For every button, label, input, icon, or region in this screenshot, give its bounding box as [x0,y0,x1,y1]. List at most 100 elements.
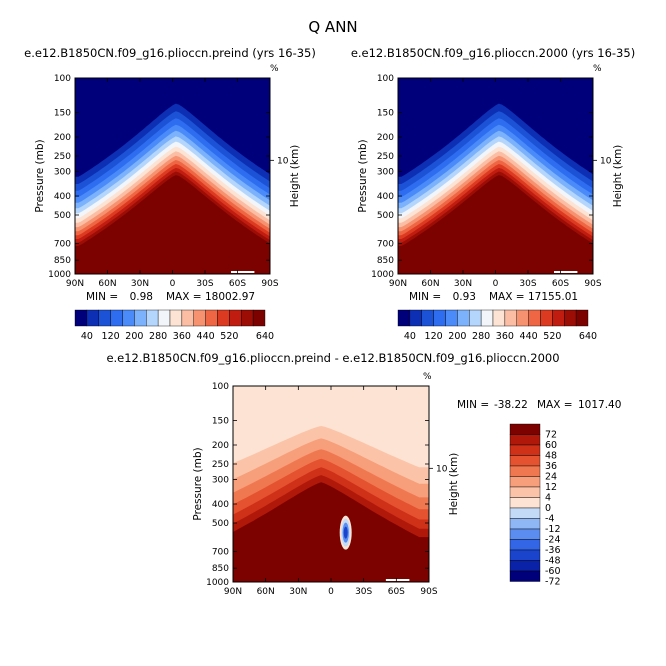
colorbar-label: 440 [520,331,538,342]
colorbar-label: -36 [545,545,561,556]
top-right-mark: % [270,64,279,74]
y-tick-label: 300 [377,168,394,178]
colorbar-swatch [146,309,159,327]
contour-band [398,175,593,274]
colorbar-label: 12 [545,482,557,493]
colorbar-swatch [181,309,194,327]
colorbar-swatch [193,309,206,327]
x-tick-label: 60S [388,587,405,597]
x-tick-label: 90N [66,279,84,289]
colorbar-label: 200 [125,331,143,342]
colorbar-swatch [509,528,541,540]
max-value: 17155.01 [528,291,578,303]
min-value: -38.22 [494,399,528,411]
colorbar-label: 280 [472,331,490,342]
x-tick-label: 0 [493,279,499,289]
y-tick-label: 700 [212,548,229,558]
colorbar-swatch [509,476,541,488]
colorbar-swatch [509,497,541,509]
y-tick-label: 300 [54,168,71,178]
colorbar-label: 520 [220,331,238,342]
colorbar-label: 72 [545,430,557,441]
y-tick-label: 400 [54,192,71,202]
y-tick-label: 400 [212,500,229,510]
colorbar-swatch [509,455,541,467]
colorbar-label: 520 [543,331,561,342]
colorbar-swatch [409,309,422,327]
colorbar-swatch [575,309,589,327]
y-tick-label: 700 [377,240,394,250]
y-tick-label: 150 [377,109,394,119]
colorbar-swatch [552,309,565,327]
x-tick-label: 30S [519,279,536,289]
colorbar-swatch [122,309,135,327]
contour-band [75,175,270,274]
panel-title: e.e12.B1850CN.f09_g16.plioccn.preind - e… [106,351,559,365]
colorbar-label: 40 [404,331,416,342]
colorbar-swatch [480,309,494,327]
colorbar-swatch [98,309,111,327]
y-tick-label: 400 [377,192,394,202]
x-tick-label: 60N [98,279,116,289]
y-tick-label: 100 [212,382,229,392]
colorbar-swatch [252,309,266,327]
top-right-mark: % [593,64,602,74]
colorbar: 40 120 200 280 360 440 520 640 [397,309,597,342]
x-tick-label: 30S [355,587,372,597]
colorbar-label: 60 [545,440,557,451]
colorbar-label: -48 [545,556,561,567]
y-tick-label: 200 [377,133,394,143]
max-value: 1017.40 [578,399,621,411]
y-tick-label: 150 [212,417,229,427]
colorbar-swatch [110,309,123,327]
x-tick-label: 60N [421,279,439,289]
x-tick-label: 90N [389,279,407,289]
y-tick-label: 500 [54,211,71,221]
colorbar: 40 120 200 280 360 440 520 640 [74,309,274,342]
max-label: MAX = [537,399,573,411]
colorbar-label: 440 [197,331,215,342]
colorbar-swatch [540,309,553,327]
colorbar-swatch [492,309,506,327]
min-label: MIN = [457,399,489,411]
colorbar-swatch [445,309,458,327]
max-label: MAX = [489,291,525,303]
colorbar-label: 640 [579,331,597,342]
colorbar-swatch [564,309,577,327]
colorbar-swatch [421,309,434,327]
colorbar-swatch [509,486,541,498]
right-axis-label: Height (km) [289,145,301,208]
colorbar-swatch [528,309,541,327]
contour-band [233,482,429,582]
missing-data [554,271,578,273]
y-tick-label: 200 [54,133,71,143]
colorbar-label: 36 [545,461,557,472]
x-tick-label: 30N [131,279,149,289]
panel-title: e.e12.B1850CN.f09_g16.plioccn.2000 (yrs … [351,46,635,60]
x-tick-label: 60S [552,279,569,289]
colorbar-label: -60 [545,566,561,577]
y-tick-label: 250 [54,152,71,162]
y-tick-label: 250 [377,152,394,162]
colorbar-swatch [241,309,254,327]
y-axis-label: Pressure (mb) [34,139,46,212]
colorbar-label: -24 [545,535,561,546]
x-tick-label: 30N [454,279,472,289]
y-tick-label: 1000 [371,270,394,280]
max-value: 18002.97 [205,291,255,303]
min-label: MIN = [409,291,441,303]
top-right-mark: % [423,372,432,382]
right-axis-label: Height (km) [448,453,460,516]
colorbar-label: 360 [173,331,191,342]
y-tick-label: 850 [54,256,71,266]
colorbar-swatch [134,309,147,327]
colorbar-swatch [509,560,541,572]
x-tick-label: 90S [584,279,601,289]
colorbar-swatch [509,465,541,477]
figure-title: Q ANN [308,18,357,36]
colorbar-label: 24 [545,472,557,483]
colorbar-swatch [205,309,218,327]
